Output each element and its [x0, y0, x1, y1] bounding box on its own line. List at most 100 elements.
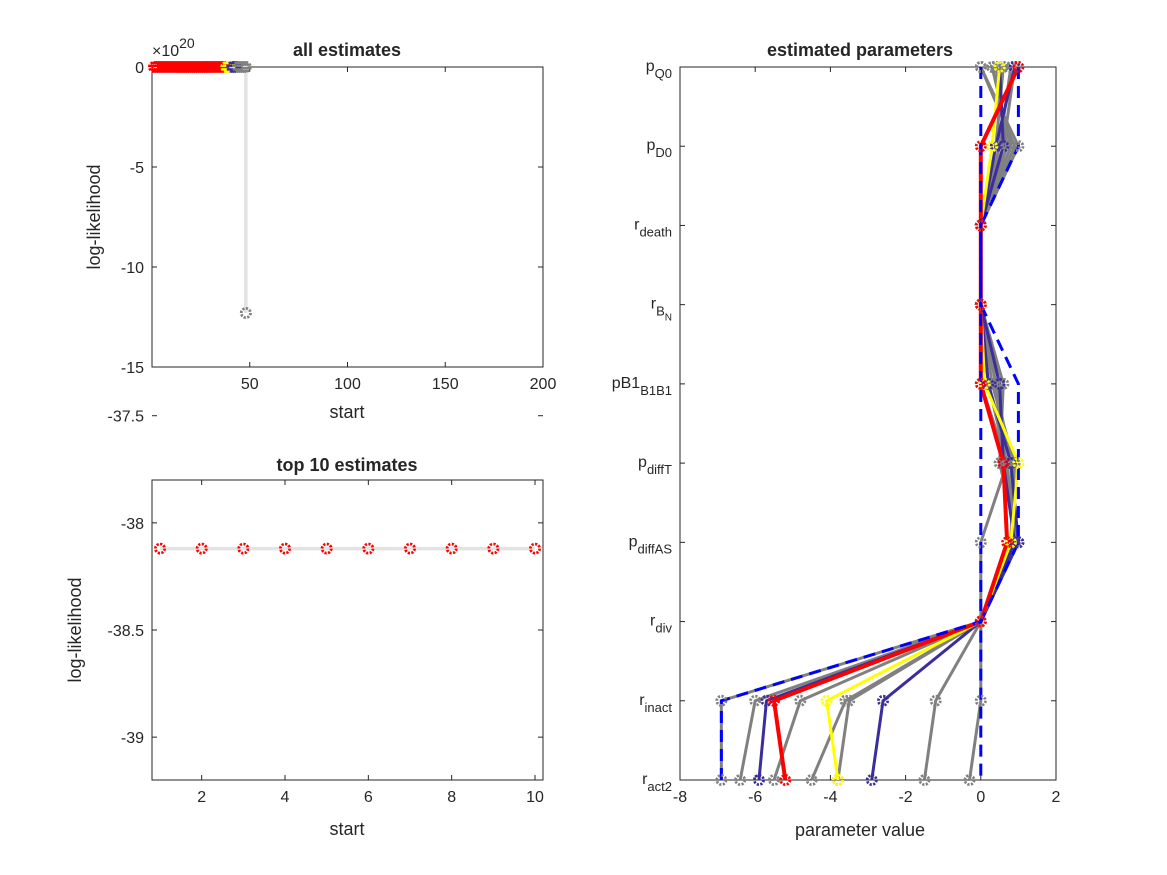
estimate-marker [167, 61, 180, 74]
parameter-marker [989, 61, 1002, 74]
top-10-xlabel: start [329, 819, 364, 839]
x-tick-label: -4 [823, 789, 837, 806]
parameter-marker [1012, 536, 1025, 549]
parameter-marker [1012, 140, 1025, 153]
estimate-marker [189, 61, 202, 74]
y-tick-label: -39 [121, 730, 144, 747]
parameter-marker [997, 377, 1010, 390]
parameter-label: rinact [639, 692, 672, 715]
parameter-marker [986, 140, 999, 153]
parameter-marker [1004, 457, 1017, 470]
top10-marker [195, 542, 208, 555]
all-estimates-exponent-label: ×1020 [152, 35, 195, 60]
estimate-marker [226, 61, 239, 74]
estimate-marker [153, 61, 166, 74]
estimate-marker [239, 306, 252, 319]
x-tick-label: -6 [748, 789, 762, 806]
estimate-marker [239, 61, 252, 74]
top10-marker [362, 542, 375, 555]
estimate-marker [233, 61, 246, 74]
x-tick-label: 50 [241, 376, 259, 393]
parameter-marker [982, 377, 995, 390]
parameter-marker [877, 694, 890, 707]
parameter-marker [974, 219, 987, 232]
estimate-marker [198, 61, 211, 74]
parameter-marker [715, 774, 728, 787]
top10-marker [487, 542, 500, 555]
parameter-marker [997, 140, 1010, 153]
estimate-marker [183, 61, 196, 74]
all-estimates-xlabel: start [329, 402, 364, 422]
parameter-marker [974, 615, 987, 628]
estimate-marker [204, 61, 217, 74]
estimate-marker [151, 61, 164, 74]
parameter-marker [989, 377, 1002, 390]
top10-marker [237, 542, 250, 555]
estimate-marker [230, 61, 243, 74]
y-tick-label: -37.5 [108, 409, 145, 426]
y-tick-label: 0 [135, 60, 144, 77]
x-tick-label: 10 [526, 789, 544, 806]
y-tick-label: -38.5 [108, 623, 145, 640]
parameter-marker [986, 377, 999, 390]
estimate-marker [218, 61, 231, 74]
estimate-marker [173, 61, 186, 74]
parameter-marker [805, 774, 818, 787]
estimate-marker [157, 61, 170, 74]
top10-marker [320, 542, 333, 555]
parameter-marker [715, 694, 728, 707]
estimate-marker [177, 61, 190, 74]
x-tick-label: 2 [1052, 789, 1061, 806]
y-tick-label: -10 [121, 260, 144, 277]
parameter-label: pQ0 [646, 58, 672, 81]
parameter-marker [974, 298, 987, 311]
parameter-label: pD0 [646, 137, 672, 160]
parameter-marker [997, 457, 1010, 470]
parameter-marker [974, 694, 987, 707]
x-tick-label: -2 [898, 789, 912, 806]
estimate-marker [194, 61, 207, 74]
parameter-bound-upper [979, 67, 1020, 780]
estimate-marker [169, 61, 182, 74]
x-tick-label: -8 [673, 789, 687, 806]
x-tick-label: 100 [334, 376, 361, 393]
parameter-marker [843, 694, 856, 707]
estimate-marker [147, 61, 160, 74]
parameter-marker [989, 140, 1002, 153]
estimate-marker [165, 61, 178, 74]
parameter-marker [1004, 61, 1017, 74]
top-10-estimates-panel: top 10 estimates start log-likelihood 2 4… [65, 409, 544, 839]
estimate-marker [228, 61, 241, 74]
parameter-label: ract2 [642, 771, 672, 794]
parameter-marker [831, 774, 844, 787]
parameter-marker [1012, 457, 1025, 470]
parameter-marker [1008, 457, 1021, 470]
estimate-marker [220, 61, 233, 74]
parameter-bound-lower [719, 67, 983, 780]
parameter-label: rdiv [650, 613, 672, 636]
all-estimates-axes-box [151, 66, 544, 368]
estimate-marker [190, 61, 203, 74]
parameter-marker [749, 694, 762, 707]
estimate-marker [232, 61, 245, 74]
parameter-series-line [825, 66, 1020, 781]
parameter-marker [993, 377, 1006, 390]
x-tick-label: 0 [976, 789, 985, 806]
top10-marker [529, 542, 542, 555]
parameter-marker [752, 774, 765, 787]
parameter-label: pdiffT [638, 454, 672, 477]
parameter-label: rdeath [634, 216, 672, 239]
x-tick-label: 4 [281, 789, 290, 806]
y-tick-label: -15 [121, 360, 144, 377]
estimate-marker [179, 61, 192, 74]
parameter-label: rBN [651, 296, 672, 324]
estimate-marker [161, 61, 174, 74]
all-estimates-panel: all estimates ×1020 start log-likelihood… [84, 35, 556, 422]
parameter-marker [839, 694, 852, 707]
parameter-marker [993, 457, 1006, 470]
estimate-marker [235, 61, 248, 74]
parameter-series-line [870, 66, 1020, 781]
x-tick-label: 150 [432, 376, 459, 393]
parameter-marker [997, 61, 1010, 74]
